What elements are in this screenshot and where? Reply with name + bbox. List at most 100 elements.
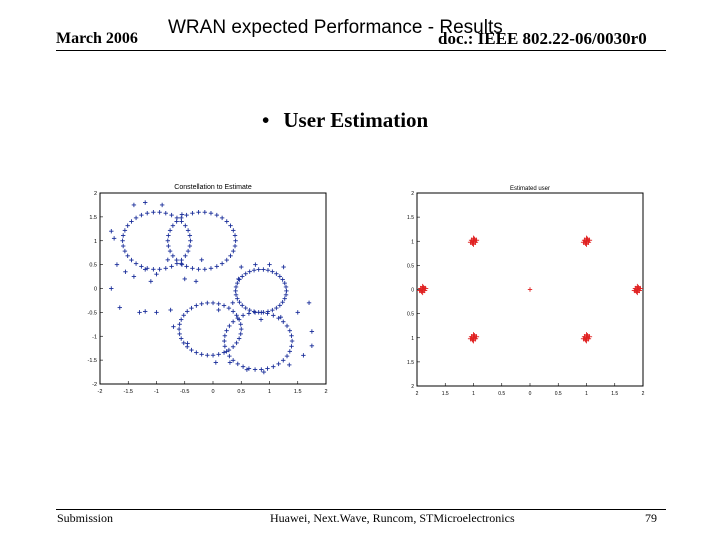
x-tick-label: 1.5 <box>294 389 302 395</box>
constellation-point <box>227 323 232 329</box>
constellation-point <box>183 253 188 259</box>
estimate-point <box>637 285 643 292</box>
constellation-point <box>282 296 287 301</box>
constellation-point <box>185 228 191 233</box>
y-tick-label: 2 <box>94 191 97 197</box>
constellation-point <box>230 344 236 349</box>
constellation-point <box>274 305 279 311</box>
constellation-point <box>125 223 130 228</box>
constellation-point <box>184 264 189 269</box>
constellation-point <box>167 248 173 254</box>
scatter-point <box>154 310 159 315</box>
constellation-point <box>139 264 144 269</box>
x-tick-label: 1 <box>585 391 588 397</box>
estimate-point <box>470 338 477 344</box>
estimate-point <box>420 283 426 290</box>
constellation-point <box>177 322 182 327</box>
constellation-point <box>177 331 182 337</box>
scatter-point <box>182 276 187 282</box>
constellation-point <box>240 313 246 318</box>
constellation-point <box>187 233 193 238</box>
estimate-point <box>473 237 480 243</box>
x-tick-label: 2 <box>324 389 327 395</box>
scatter-point <box>179 262 185 267</box>
scatter-point <box>148 279 154 284</box>
constellation-point <box>283 284 289 290</box>
constellation-point <box>222 333 228 338</box>
scatter-point <box>111 236 117 241</box>
plot-frame <box>99 192 327 385</box>
x-tick-label: 0 <box>211 389 214 395</box>
constellation-point <box>247 307 252 313</box>
x-tick-label: -1 <box>154 389 159 395</box>
y-tick-label: 1 <box>411 336 414 342</box>
constellation-point <box>133 215 139 221</box>
scatter-point <box>109 229 114 234</box>
constellation-point <box>165 238 170 243</box>
constellation-point <box>181 313 186 318</box>
scatter-point <box>159 202 165 208</box>
constellation-point <box>243 305 248 311</box>
x-tick-label: 2 <box>642 391 645 397</box>
scatter-point <box>278 314 283 320</box>
constellation-point <box>240 274 245 279</box>
estimate-point <box>583 338 590 344</box>
constellation-point <box>224 257 229 263</box>
constellation-point <box>224 328 229 333</box>
scatter-point <box>267 262 272 267</box>
y-tick-label: 1.5 <box>407 215 414 221</box>
constellation-point <box>237 299 242 305</box>
page-number: 79 <box>645 511 657 525</box>
constellation-point <box>270 269 275 274</box>
constellation-point <box>139 212 144 218</box>
constellation-point <box>167 228 173 233</box>
constellation-point <box>169 264 174 269</box>
constellation-point <box>287 349 293 354</box>
constellation-point <box>216 352 221 357</box>
constellation-point <box>178 336 184 341</box>
scatter-point <box>123 269 128 274</box>
estimate-point <box>420 289 426 296</box>
constellation-point <box>157 210 162 215</box>
y-tick-label: 1 <box>94 239 97 245</box>
constellation-point <box>271 313 276 318</box>
y-tick-label: -1.5 <box>88 358 97 364</box>
y-tick-label: 0 <box>94 287 97 293</box>
x-tick-label: 0 <box>529 391 532 397</box>
y-tick-label: 0.5 <box>407 263 414 269</box>
constellation-point <box>227 353 232 359</box>
constellation-point <box>251 268 257 273</box>
constellation-point <box>170 253 176 259</box>
constellation-point <box>276 315 281 321</box>
estimate-point <box>634 289 640 296</box>
constellation-point <box>122 228 128 233</box>
scatter-point <box>287 362 292 368</box>
scatter-point <box>258 317 264 322</box>
scatter-point <box>295 310 300 315</box>
scatter-point <box>216 307 221 313</box>
constellation-point <box>129 219 134 224</box>
constellation-point <box>221 350 227 355</box>
x-tick-label: 1.5 <box>611 391 618 397</box>
constellation-point <box>179 261 184 266</box>
scatter-point <box>179 212 185 217</box>
constellation-point <box>252 367 258 372</box>
constellation-point <box>214 212 220 218</box>
x-tick-label: 0.5 <box>237 389 245 395</box>
estimate-point <box>583 235 590 241</box>
y-tick-label: 2 <box>411 384 414 390</box>
scatter-point <box>154 271 159 277</box>
constellation-point <box>233 292 239 298</box>
x-tick-label: 1 <box>268 389 271 395</box>
y-tick-label: -1 <box>92 334 97 340</box>
x-tick-label: -0.5 <box>180 389 189 395</box>
constellation-point <box>280 299 285 305</box>
constellation-point <box>259 367 264 372</box>
scatter-point <box>253 262 258 267</box>
constellation-point <box>189 305 194 311</box>
x-tick-label: 1.5 <box>442 391 449 397</box>
constellation-point <box>235 361 240 367</box>
constellation-point <box>166 243 171 249</box>
document-id: doc.: IEEE 802.22-06/0030r0 <box>438 29 647 48</box>
constellation-point <box>194 303 199 308</box>
